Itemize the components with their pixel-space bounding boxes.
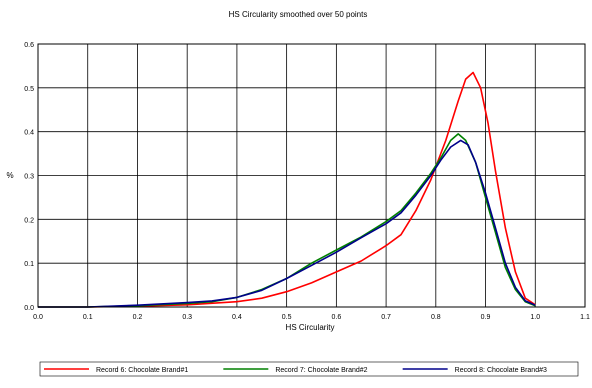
series-layer (38, 71, 536, 308)
series-line-1 (38, 71, 536, 308)
grid-layer (37, 43, 586, 308)
x-tick-label: 0.5 (282, 314, 292, 321)
y-tick-label: 0.1 (24, 261, 34, 268)
legend-label-2: Record 7: Chocolate Brand#2 (275, 367, 367, 374)
chart-title: HS Circularity smoothed over 50 points (229, 10, 368, 19)
x-tick-label: 0.1 (83, 314, 93, 321)
legend-box (39, 361, 579, 377)
x-axis-label: HS Circularity (286, 323, 335, 332)
plot-frame (37, 43, 586, 308)
x-tick-label: 0.8 (431, 314, 441, 321)
y-tick-label: 0.2 (24, 217, 34, 224)
y-tick-label: 0.4 (24, 130, 34, 137)
y-tick-label: 0.5 (24, 86, 34, 93)
tick-layer: 0.0 0.1 0.2 0.3 0.4 0.5 0.6 0.7 0.8 0.9 1.0 1.1 0.0 0… (24, 42, 590, 321)
legend-label-1: Record 6: Chocolate Brand#1 (96, 367, 188, 374)
x-tick-label: 0.6 (331, 314, 341, 321)
y-tick-label: 0.3 (24, 174, 34, 181)
legend-label-3: Record 8: Chocolate Brand#3 (455, 367, 547, 374)
legend: Record 6: Chocolate Brand#1 Record 7: Cho… (39, 361, 579, 377)
x-tick-label: 0.3 (182, 314, 192, 321)
x-tick-label: 0.7 (381, 314, 391, 321)
y-tick-label: 0.6 (24, 42, 34, 49)
y-tick-label: 0.0 (24, 305, 34, 312)
x-tick-label: 0.4 (232, 314, 242, 321)
series-line-3 (38, 139, 536, 308)
x-tick-label: 0.2 (133, 314, 143, 321)
x-tick-label: 0.0 (33, 314, 43, 321)
x-tick-label: 0.9 (481, 314, 491, 321)
y-axis-label: % (6, 171, 13, 180)
x-tick-label: 1.1 (580, 314, 590, 321)
x-tick-label: 1.0 (530, 314, 540, 321)
